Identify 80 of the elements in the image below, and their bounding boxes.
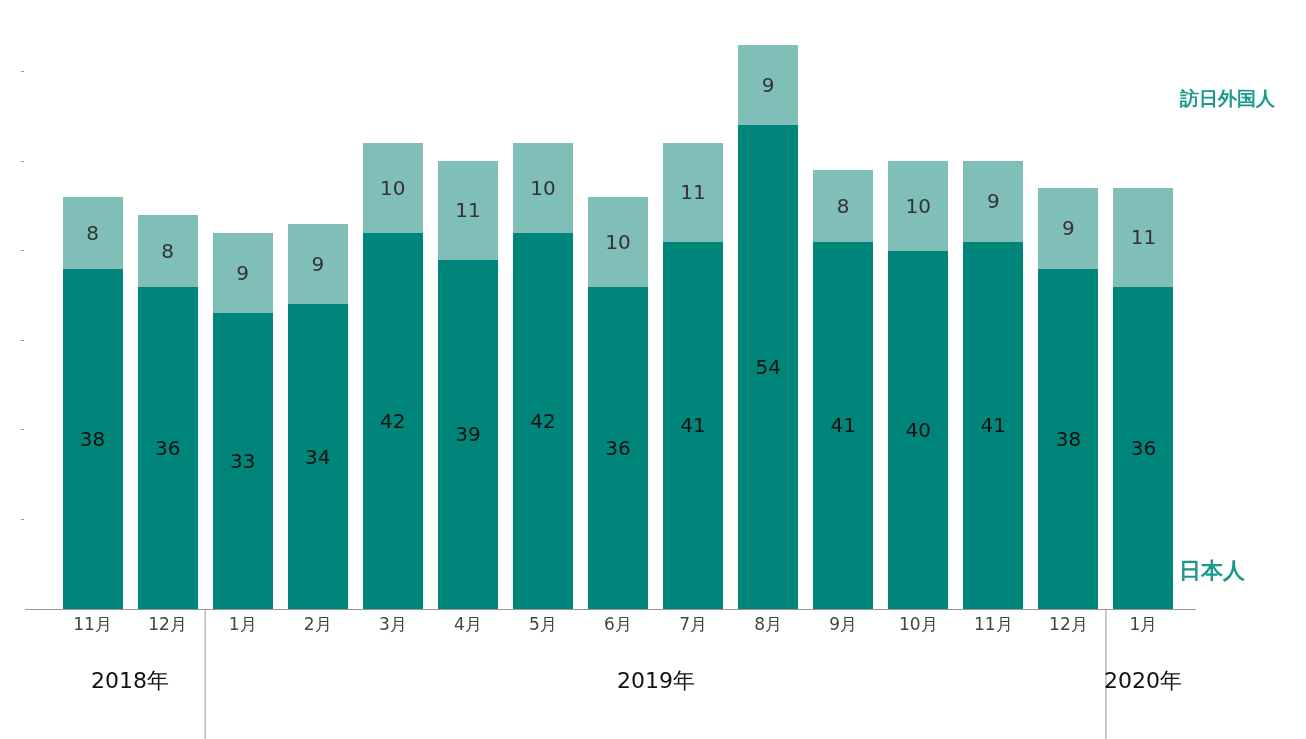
- data-label: 11: [1130, 225, 1157, 250]
- x-tick-label: 10月: [898, 614, 938, 635]
- x-tick-label: 1月: [1129, 614, 1158, 635]
- x-tick-label: 1月: [228, 614, 257, 635]
- data-label: 10: [380, 176, 406, 201]
- bar: [62, 196, 123, 269]
- data-label: 39: [455, 422, 481, 447]
- bar: [512, 143, 573, 233]
- data-label: 38: [79, 426, 106, 451]
- data-label: 42: [380, 408, 406, 433]
- data-label: 9: [1062, 216, 1075, 241]
- data-label: 34: [305, 444, 331, 469]
- bar: [437, 161, 498, 260]
- x-tick-label: 8月: [754, 614, 783, 635]
- bar: [137, 286, 198, 609]
- data-label: 42: [530, 408, 556, 433]
- data-label: 41: [980, 413, 1007, 438]
- bar: [1038, 268, 1099, 609]
- bar: [738, 125, 799, 609]
- data-label: 8: [836, 193, 850, 218]
- text: 訪日外国人: [1179, 87, 1276, 109]
- bar: [663, 241, 724, 609]
- bar: [1113, 286, 1174, 609]
- data-label: 9: [236, 261, 250, 286]
- data-label: 36: [154, 435, 181, 460]
- x-tick-label: 4月: [453, 614, 482, 635]
- bar: [362, 143, 423, 233]
- bar: [587, 196, 649, 287]
- bar: [287, 304, 348, 609]
- data-label: 10: [905, 193, 931, 218]
- bar: [813, 241, 874, 609]
- data-label: 10: [530, 176, 556, 201]
- x-tick-label: 9月: [829, 614, 858, 635]
- data-label: 38: [1055, 426, 1082, 451]
- x-tick-label: 11月: [73, 614, 112, 635]
- data-label: 10: [605, 229, 631, 254]
- bar: [287, 223, 348, 305]
- bar: [62, 268, 123, 609]
- bar: [963, 241, 1024, 609]
- series-label: 日本人: [1179, 558, 1246, 583]
- data-label: 33: [229, 449, 256, 474]
- x-tick-label: 12月: [148, 614, 187, 635]
- data-label: 54: [755, 355, 781, 380]
- data-label: 9: [761, 73, 775, 97]
- bar: [137, 214, 198, 287]
- x-tick-label: 3月: [378, 614, 407, 635]
- data-label: 36: [605, 435, 631, 460]
- text: 2020年: [1104, 668, 1182, 693]
- bar: [813, 170, 874, 242]
- bar: [1113, 188, 1174, 287]
- data-label: 11: [680, 180, 706, 205]
- x-tick-label: 11月: [974, 614, 1013, 635]
- data-label: 8: [161, 238, 174, 263]
- x-tick-label: 5月: [529, 614, 557, 635]
- bar: [963, 161, 1024, 242]
- bar: [587, 286, 649, 609]
- data-label: 9: [311, 252, 325, 277]
- bar: [663, 143, 724, 242]
- bar: [362, 232, 423, 609]
- text: 2019年: [617, 668, 695, 693]
- data-label: 11: [455, 198, 481, 223]
- data-label: 40: [905, 417, 931, 442]
- data-label: 9: [986, 189, 1000, 214]
- bar: [437, 259, 498, 609]
- x-tick-label: 12月: [1049, 614, 1088, 635]
- data-label: 41: [830, 413, 856, 438]
- bar: [738, 44, 799, 126]
- bar: [512, 232, 573, 609]
- x-tick-label: 7月: [679, 614, 707, 635]
- data-label: 36: [1130, 435, 1157, 460]
- x-tick-label: 6月: [604, 614, 632, 635]
- bar: [212, 313, 273, 609]
- bar: [888, 161, 949, 251]
- bar: [1038, 188, 1099, 269]
- data-label: 8: [86, 220, 99, 245]
- data-label: 41: [680, 413, 706, 438]
- text: 2018年: [91, 668, 169, 693]
- bar: [212, 232, 273, 314]
- x-tick-label: 2月: [303, 614, 332, 635]
- bar: [888, 250, 949, 609]
